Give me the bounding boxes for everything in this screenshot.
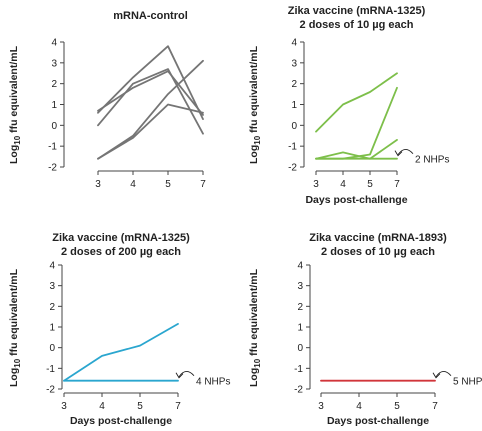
annotation-arrow	[178, 371, 195, 377]
annotation-arrowhead	[432, 372, 441, 379]
y-axis-label-part: ffu equivalent/mL	[8, 268, 20, 358]
y-tick-label: 4	[49, 261, 55, 272]
panel-title: Zika vaccine (mRNA-1325)	[288, 5, 426, 17]
y-tick-label: -2	[288, 163, 297, 174]
y-tick-label: 3	[297, 281, 303, 292]
y-tick-label: 0	[51, 121, 57, 132]
y-tick-label: -2	[294, 385, 303, 396]
y-axis-label-subscript: 10	[13, 135, 22, 144]
panel-2: Zika vaccine (mRNA-1325) 2 doses of 10 µg…	[248, 5, 449, 206]
y-tick-label: 0	[49, 343, 55, 354]
y-tick-label: 1	[49, 323, 55, 334]
series-line-3	[97, 68, 204, 135]
panel-3: Zika vaccine (mRNA-1325) 2 doses of 200 µ…	[8, 232, 230, 427]
y-tick-label: 3	[49, 281, 55, 292]
y-tick-label: 2	[49, 302, 55, 313]
x-tick-label: 3	[95, 179, 101, 190]
x-tick-label: 4	[340, 179, 346, 190]
x-tick-label: 3	[313, 179, 319, 190]
x-tick-label: 5	[367, 179, 373, 190]
x-tick-label: 4	[99, 401, 105, 412]
series-line-1	[315, 72, 398, 133]
annotation-label: 2 NHPs	[415, 155, 449, 166]
y-tick-label: 0	[291, 121, 297, 132]
panel-title: mRNA-control	[113, 10, 188, 22]
panel-title: Zika vaccine (mRNA-1893)	[309, 232, 447, 244]
x-tick-label: 5	[137, 401, 143, 412]
x-axis-label: Days post-challenge	[305, 194, 407, 206]
y-tick-label: 1	[51, 100, 57, 111]
y-axis-label-part: Log	[8, 145, 20, 164]
y-tick-label: 1	[297, 323, 303, 334]
x-tick-label: 3	[61, 401, 67, 412]
y-axis-label-subscript: 10	[253, 135, 262, 144]
series-line-1	[97, 45, 204, 120]
y-tick-label: -1	[294, 364, 303, 375]
annotation-label: 5 NHPs	[453, 377, 482, 388]
y-axis-label-part: ffu equivalent/mL	[8, 45, 20, 135]
y-tick-label: 4	[291, 38, 297, 49]
x-tick-label: 7	[200, 179, 206, 190]
y-tick-label: 2	[291, 79, 297, 90]
y-axis-label-part: Log	[248, 145, 260, 164]
y-tick-label: -1	[46, 364, 55, 375]
x-tick-label: 4	[130, 179, 136, 190]
y-axis-label: Log10 ffu equivalent/mL	[8, 268, 22, 387]
panel-title: 2 doses of 200 µg each	[61, 246, 181, 258]
y-tick-label: 0	[297, 343, 303, 354]
y-axis-label: Log10 ffu equivalent/mL	[8, 45, 22, 164]
panel-title: Zika vaccine (mRNA-1325)	[52, 232, 190, 244]
y-tick-label: 2	[297, 302, 303, 313]
y-tick-label: -1	[48, 142, 57, 153]
y-tick-label: -1	[288, 142, 297, 153]
series-line-1	[63, 322, 179, 382]
y-tick-label: 1	[291, 100, 297, 111]
x-tick-label: 3	[318, 401, 324, 412]
x-tick-label: 4	[356, 401, 362, 412]
y-tick-label: 2	[51, 79, 57, 90]
series-line-3	[315, 138, 398, 160]
panel-4: Zika vaccine (mRNA-1893) 2 doses of 10 µg…	[248, 232, 482, 427]
panel-title: 2 doses of 10 µg each	[300, 19, 414, 31]
x-axis-label: Days post-challenge	[327, 415, 429, 427]
y-tick-label: 3	[51, 58, 57, 69]
annotation-arrow	[397, 148, 414, 155]
x-tick-label: 7	[175, 401, 181, 412]
y-tick-label: 4	[297, 261, 303, 272]
y-axis-label-part: ffu equivalent/mL	[248, 268, 260, 358]
y-tick-label: -2	[46, 385, 55, 396]
series-line-2	[97, 70, 204, 116]
x-axis-label: Days post-challenge	[70, 415, 172, 427]
panel-1: mRNA-control -2 -1 0 1 2 3 4 3 4 5 7 Log10 ffu equiv…	[8, 10, 206, 190]
y-axis-label-part: Log	[248, 368, 260, 387]
y-axis-label-subscript: 10	[13, 358, 22, 367]
y-axis-label-part: Log	[8, 368, 20, 387]
x-tick-label: 7	[432, 401, 438, 412]
y-axis-label-subscript: 10	[253, 358, 262, 367]
y-axis-label: Log10 ffu equivalent/mL	[248, 45, 262, 164]
y-tick-label: -2	[48, 163, 57, 174]
y-tick-label: 3	[291, 58, 297, 69]
series-line-5	[97, 103, 204, 160]
annotation-label: 4 NHPs	[196, 377, 230, 388]
y-axis-label-part: ffu equivalent/mL	[248, 45, 260, 135]
y-tick-label: 4	[51, 38, 57, 49]
x-tick-label: 5	[165, 179, 171, 190]
annotation-arrowhead	[175, 372, 184, 379]
x-tick-label: 5	[394, 401, 400, 412]
annotation-arrow	[435, 371, 452, 377]
x-tick-label: 7	[394, 179, 400, 190]
y-axis-label: Log10 ffu equivalent/mL	[248, 268, 262, 387]
annotation-arrowhead	[394, 150, 403, 157]
panel-title: 2 doses of 10 µg each	[321, 246, 435, 258]
